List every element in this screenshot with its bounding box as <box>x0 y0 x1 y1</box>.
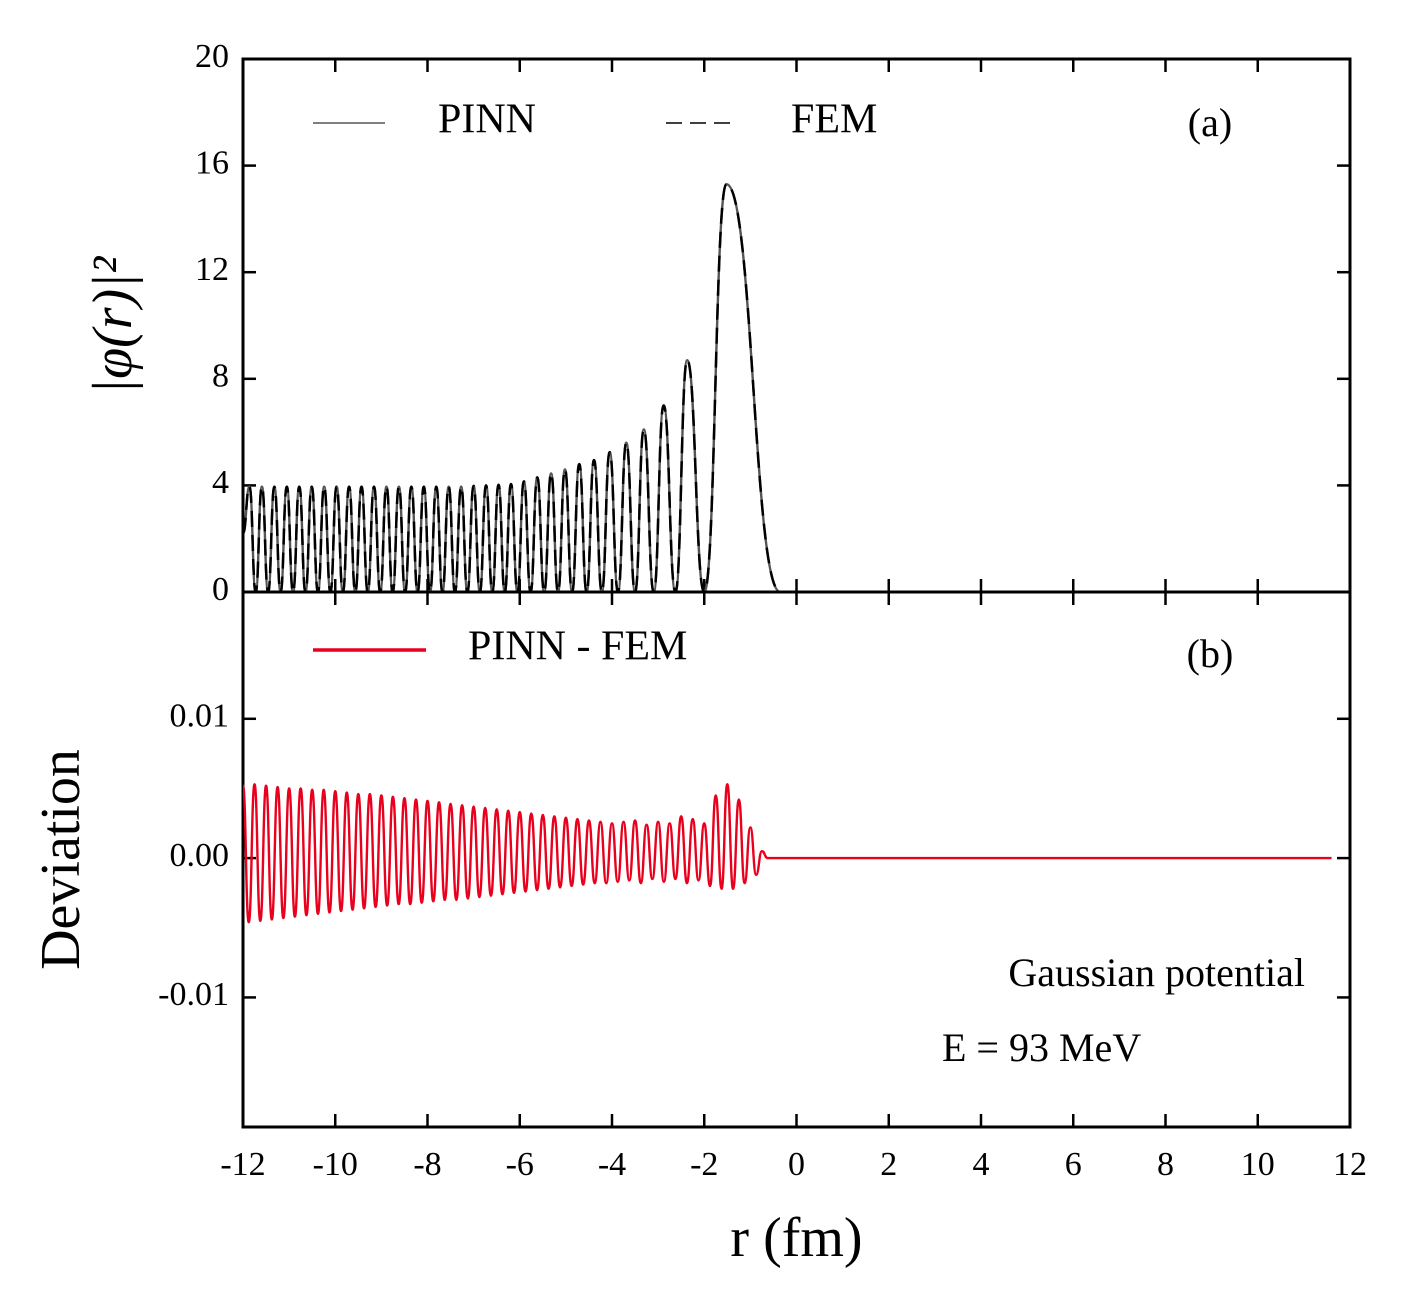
annotation: E = 93 MeV <box>942 1025 1141 1070</box>
y-tick-label: 8 <box>212 358 229 395</box>
y-tick-label: 0.01 <box>170 698 230 735</box>
annotation: (b) <box>1187 631 1234 676</box>
x-tick-label: 4 <box>973 1146 990 1183</box>
legend-label: PINN <box>438 97 536 143</box>
data-line <box>243 183 1332 592</box>
plot-frame <box>241 590 1352 1129</box>
x-tick-label: -2 <box>690 1146 718 1183</box>
data-line <box>243 183 1332 592</box>
y-axis-label: Deviation <box>30 749 92 970</box>
legend-label: FEM <box>791 97 877 143</box>
y-tick-label: 4 <box>212 464 229 501</box>
annotation: (a) <box>1188 100 1232 145</box>
x-tick-label: 6 <box>1065 1146 1082 1183</box>
x-tick-label: -8 <box>413 1146 441 1183</box>
x-tick-label: 8 <box>1157 1146 1174 1183</box>
y-tick-label: -0.01 <box>158 976 229 1013</box>
legend-label: PINN - FEM <box>468 624 687 670</box>
x-tick-label: -12 <box>220 1146 265 1183</box>
y-tick-label: 20 <box>195 38 229 75</box>
y-tick-label: 0.00 <box>170 837 230 874</box>
x-tick-label: -6 <box>506 1146 534 1183</box>
y-tick-label: 0 <box>212 571 229 608</box>
data-line <box>243 783 1332 924</box>
x-tick-label: 10 <box>1241 1146 1275 1183</box>
y-axis-label: |φ(r)|² <box>82 255 144 394</box>
y-tick-label: 12 <box>195 251 229 288</box>
x-tick-label: -10 <box>313 1146 358 1183</box>
x-tick-label: 12 <box>1333 1146 1367 1183</box>
x-tick-label: 2 <box>880 1146 897 1183</box>
y-tick-label: 16 <box>195 144 229 181</box>
x-tick-label: -4 <box>598 1146 626 1183</box>
annotation: Gaussian potential <box>1008 950 1305 995</box>
x-axis-label: r (fm) <box>730 1207 862 1269</box>
x-tick-label: 0 <box>788 1146 805 1183</box>
